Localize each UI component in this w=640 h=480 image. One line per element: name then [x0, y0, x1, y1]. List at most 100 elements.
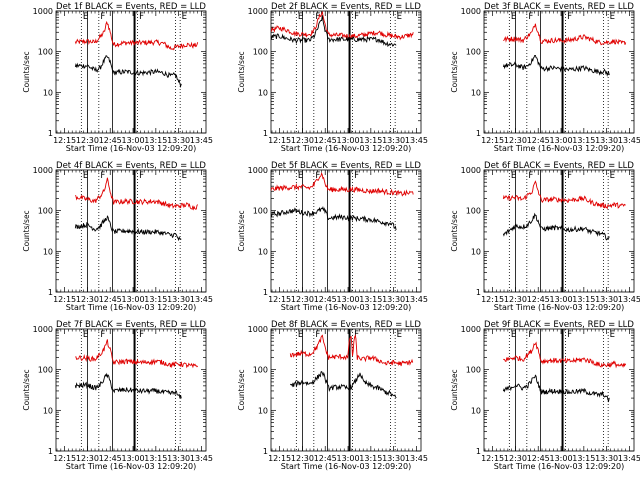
- x-tick-label: 12:30: [504, 136, 527, 145]
- panel-title: Det 3f BLACK = Events, RED = LLD: [484, 2, 634, 12]
- x-tick-label: 13:30: [167, 454, 190, 463]
- x-tick-label: 13:15: [144, 295, 167, 304]
- plot-frame: [483, 10, 635, 134]
- x-tick-label: 13:15: [359, 295, 382, 304]
- event-label: E: [511, 12, 516, 22]
- y-tick-label: 1: [263, 288, 268, 297]
- y-axis-label: Counts/sec: [22, 369, 31, 410]
- y-tick-label: 1: [476, 447, 481, 456]
- x-tick-label: 13:30: [382, 454, 405, 463]
- y-tick-label: 1000: [33, 325, 53, 334]
- y-axis-label: Counts/sec: [450, 51, 459, 92]
- event-label: F: [139, 12, 144, 22]
- x-axis-label: Start Time (16-Nov-03 12:09:20): [494, 462, 624, 471]
- x-tick-label: 12:30: [76, 454, 99, 463]
- event-label: E: [511, 330, 516, 340]
- event-label: E: [83, 330, 88, 340]
- x-tick-label: 13:15: [359, 136, 382, 145]
- plot-frame: [55, 169, 207, 293]
- x-tick-label: 12:45: [99, 295, 122, 304]
- y-tick-label: 10: [471, 406, 481, 415]
- series-line-events: [502, 212, 610, 241]
- y-axis-label: Counts/sec: [22, 210, 31, 251]
- x-axis-label: Start Time (16-Nov-03 12:09:20): [66, 462, 196, 471]
- panel-title: Det 4f BLACK = Events, RED = LLD: [56, 161, 206, 171]
- y-tick-label: 10: [43, 247, 53, 256]
- plot-frame: [270, 328, 422, 452]
- series-line-events: [74, 215, 182, 242]
- y-tick-label: 1: [476, 129, 481, 138]
- x-tick-label: 13:00: [121, 136, 144, 145]
- x-tick-label: 13:00: [549, 295, 572, 304]
- x-tick-label: 13:15: [359, 454, 382, 463]
- plot-frame: [55, 328, 207, 452]
- event-label: E: [610, 330, 615, 340]
- x-tick-label: 12:45: [314, 136, 337, 145]
- event-label: E: [182, 171, 187, 181]
- panel-title: Det 5f BLACK = Events, RED = LLD: [271, 161, 421, 171]
- y-tick-label: 10: [43, 88, 53, 97]
- panel-title: Det 1f BLACK = Events, RED = LLD: [56, 2, 206, 12]
- y-tick-label: 100: [38, 366, 53, 375]
- y-tick-label: 1000: [248, 325, 268, 334]
- x-axis-label: Start Time (16-Nov-03 12:09:20): [281, 462, 411, 471]
- y-axis-label: Counts/sec: [450, 210, 459, 251]
- y-tick-label: 100: [253, 366, 268, 375]
- x-tick-label: 12:45: [314, 295, 337, 304]
- event-label: E: [397, 171, 402, 181]
- x-tick-label: 12:30: [76, 295, 99, 304]
- series-line-events: [289, 371, 397, 399]
- event-label: E: [298, 330, 303, 340]
- y-tick-label: 10: [258, 406, 268, 415]
- x-tick-label: 13:15: [144, 136, 167, 145]
- y-tick-label: 100: [466, 366, 481, 375]
- series-line-lld: [75, 339, 199, 369]
- x-tick-label: 12:15: [53, 454, 76, 463]
- panel-title: Det 2f BLACK = Events, RED = LLD: [271, 2, 421, 12]
- y-tick-label: 10: [258, 247, 268, 256]
- y-tick-label: 100: [253, 207, 268, 216]
- event-label: F: [354, 171, 359, 181]
- x-tick-label: 12:15: [53, 295, 76, 304]
- x-axis-label: Start Time (16-Nov-03 12:09:20): [66, 303, 196, 312]
- x-tick-label: 13:00: [121, 454, 144, 463]
- x-tick-label: 13:30: [382, 136, 405, 145]
- x-axis-label: Start Time (16-Nov-03 12:09:20): [494, 144, 624, 153]
- x-tick-label: 12:30: [504, 295, 527, 304]
- plot-frame: [270, 10, 422, 134]
- series-line-lld: [271, 11, 414, 41]
- y-tick-label: 1000: [33, 7, 53, 16]
- event-label: F: [100, 171, 105, 181]
- y-tick-label: 1: [263, 447, 268, 456]
- plot-frame: [483, 169, 635, 293]
- y-tick-label: 1000: [461, 166, 481, 175]
- series-line-events: [502, 374, 610, 403]
- y-tick-label: 1: [263, 129, 268, 138]
- x-tick-label: 12:15: [481, 136, 504, 145]
- event-label: E: [397, 12, 402, 22]
- x-tick-label: 13:00: [121, 295, 144, 304]
- x-tick-label: 12:15: [481, 295, 504, 304]
- y-tick-label: 100: [38, 207, 53, 216]
- x-tick-label: 12:45: [99, 454, 122, 463]
- y-axis-label: Counts/sec: [22, 51, 31, 92]
- event-label: F: [528, 12, 533, 22]
- x-tick-label: 13:30: [595, 136, 618, 145]
- x-tick-label: 13:45: [405, 454, 428, 463]
- plot-frame: [270, 169, 422, 293]
- x-tick-label: 13:00: [549, 454, 572, 463]
- x-tick-label: 12:45: [527, 136, 550, 145]
- x-tick-label: 12:15: [268, 136, 291, 145]
- event-label: E: [83, 12, 88, 22]
- y-tick-label: 1000: [248, 166, 268, 175]
- y-tick-label: 10: [258, 88, 268, 97]
- x-tick-label: 13:15: [572, 136, 595, 145]
- x-tick-label: 13:30: [595, 454, 618, 463]
- series-line-events: [271, 15, 397, 48]
